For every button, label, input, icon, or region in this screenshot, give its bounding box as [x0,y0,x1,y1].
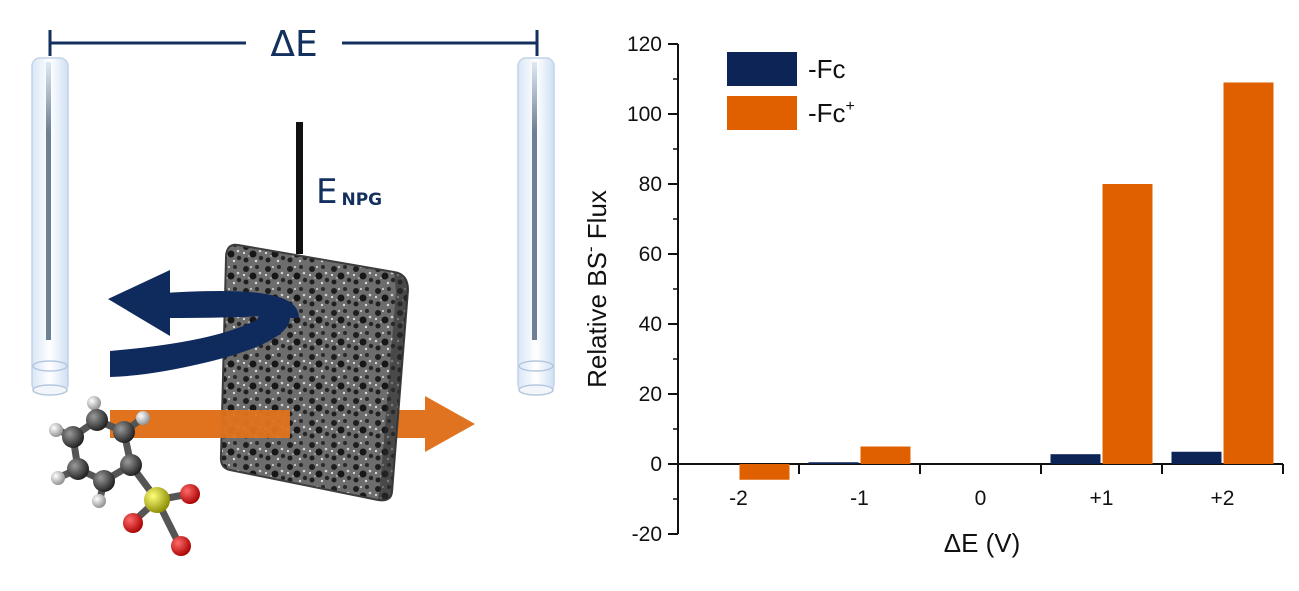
x-tick-label: +1 [1090,487,1114,510]
legend: -Fc -Fc+ [727,52,855,130]
y-tick-label: 80 [639,173,662,196]
y-tick-label: 120 [627,33,662,56]
bar-series1-plus1 [1050,454,1101,464]
y-tick-label: 100 [627,103,662,126]
delta-e-dimension: ΔE [48,24,539,65]
rotation-arrow [108,270,299,377]
e-npg-label: E NPG [316,172,382,212]
x-tick-label: +2 [1211,487,1235,510]
x-tick-label: -2 [729,487,748,510]
legend-swatch [727,52,797,86]
x-axis-title: ΔE (V) [944,528,1021,558]
y-tick-label: -20 [632,523,662,546]
bar-chart: -20 0 20 40 60 80 100 120 -2 -1 0 +1 +2 ΔE (V) Relativ… [581,33,1284,558]
y-tick-label: 40 [639,313,662,336]
bar-series2-minus2 [739,464,790,480]
bar-series1-plus2 [1171,451,1222,464]
bar-series2-minus1 [860,446,911,464]
npg-lead-wire [296,122,303,254]
bar-series2-plus2 [1223,82,1274,464]
delta-e-label: ΔE [270,24,317,65]
npg-membrane [219,243,410,502]
bar-series1-minus1 [808,462,859,464]
left-electrode-tube [31,57,69,396]
right-electrode-tube [517,57,555,396]
benzenesulfonate-molecule [49,396,200,556]
legend-label: -Fc+ [808,98,855,128]
y-axis-title: Relative BS- Flux [581,190,612,388]
schematic: ΔE E NPG [31,24,555,556]
legend-swatch [727,96,797,130]
y-tick-label: 20 [639,383,662,406]
e-npg-subscript: NPG [341,190,382,210]
legend-label: -Fc [808,54,846,84]
bar-series2-plus1 [1102,184,1153,464]
x-tick-label: -1 [850,487,869,510]
x-tick-label: 0 [975,487,987,510]
y-tick-label: 60 [639,243,662,266]
y-tick-label: 0 [650,453,662,476]
